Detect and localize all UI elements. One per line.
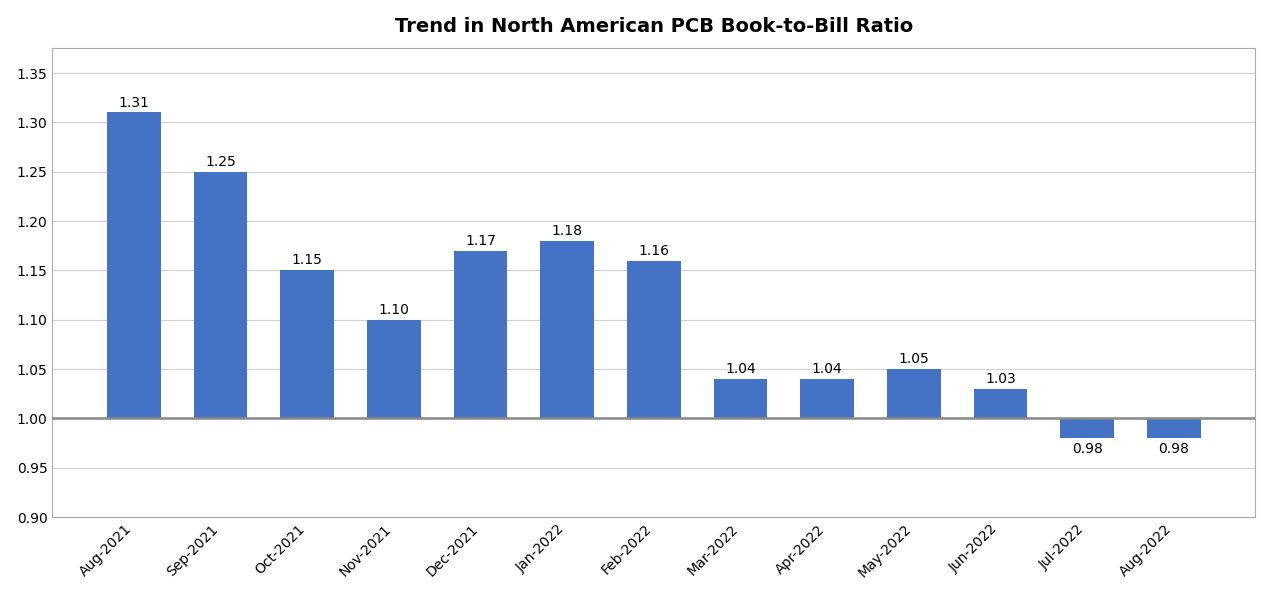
Bar [280,270,335,418]
Bar [1147,418,1201,438]
Text: 1.10: 1.10 [379,303,410,317]
Text: 1.04: 1.04 [725,362,756,376]
Bar [368,320,421,418]
Text: 1.04: 1.04 [812,362,842,376]
Bar [541,241,594,418]
Bar [887,369,941,418]
Bar [973,389,1028,418]
Text: 1.16: 1.16 [639,244,669,257]
Text: 1.05: 1.05 [898,352,930,366]
Text: 1.25: 1.25 [205,155,237,169]
Text: 1.18: 1.18 [552,224,583,238]
Bar [107,112,160,418]
Title: Trend in North American PCB Book-to-Bill Ratio: Trend in North American PCB Book-to-Bill… [394,17,913,36]
Text: 1.03: 1.03 [985,372,1016,386]
Bar [714,379,767,418]
Text: 0.98: 0.98 [1072,442,1103,456]
Text: 1.15: 1.15 [291,254,323,267]
Text: 0.98: 0.98 [1159,442,1189,456]
Bar [454,251,508,418]
Bar [800,379,854,418]
Bar [1061,418,1114,438]
Bar [627,260,681,418]
Bar [193,172,248,418]
Text: 1.31: 1.31 [118,96,149,109]
Text: 1.17: 1.17 [466,233,496,248]
